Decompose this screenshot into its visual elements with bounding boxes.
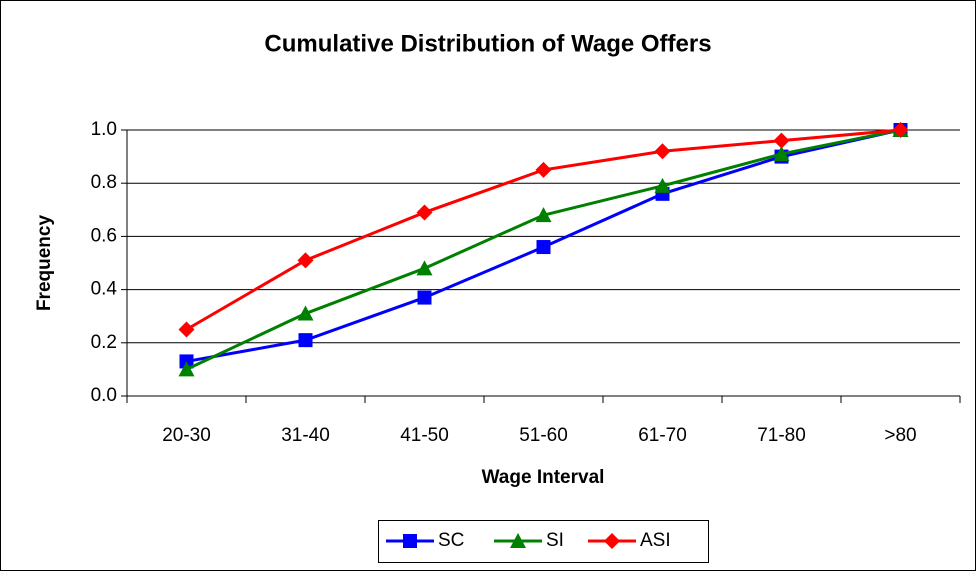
y-tick-label: 0.8 (91, 172, 117, 193)
marker (892, 122, 909, 138)
legend-label: ASI (640, 530, 671, 551)
x-tick-label: 61-70 (638, 425, 687, 446)
marker (178, 321, 195, 338)
marker (535, 207, 552, 223)
marker (535, 161, 552, 178)
marker (403, 534, 417, 548)
marker (536, 240, 551, 255)
x-tick-label: 20-30 (162, 425, 211, 446)
y-tick-label: 0.2 (91, 332, 117, 353)
marker (298, 333, 313, 348)
x-tick-label: 51-60 (519, 425, 568, 446)
marker (297, 305, 314, 321)
x-tick-label: 71-80 (757, 425, 806, 446)
marker (416, 260, 433, 276)
y-tick-label: 0.4 (91, 279, 118, 300)
y-axis-label: Frequency (34, 215, 55, 312)
y-tick-label: 0.6 (91, 225, 117, 246)
x-tick-label: 41-50 (400, 425, 449, 446)
x-tick-label: >80 (884, 425, 916, 446)
marker (510, 533, 526, 548)
marker (773, 145, 790, 161)
legend-label: SC (438, 530, 464, 551)
marker (416, 204, 433, 221)
chart-title: Cumulative Distribution of Wage Offers (264, 30, 711, 57)
marker (773, 132, 790, 149)
legend-label: SI (546, 530, 564, 551)
y-tick-label: 1.0 (91, 119, 117, 140)
marker (654, 143, 671, 160)
x-axis-label: Wage Interval (482, 467, 605, 488)
marker (417, 290, 432, 305)
marker (654, 177, 671, 193)
marker (604, 533, 620, 549)
y-tick-label: 0.0 (91, 385, 117, 406)
x-tick-label: 31-40 (281, 425, 330, 446)
marker (178, 361, 195, 377)
marker (297, 252, 314, 269)
